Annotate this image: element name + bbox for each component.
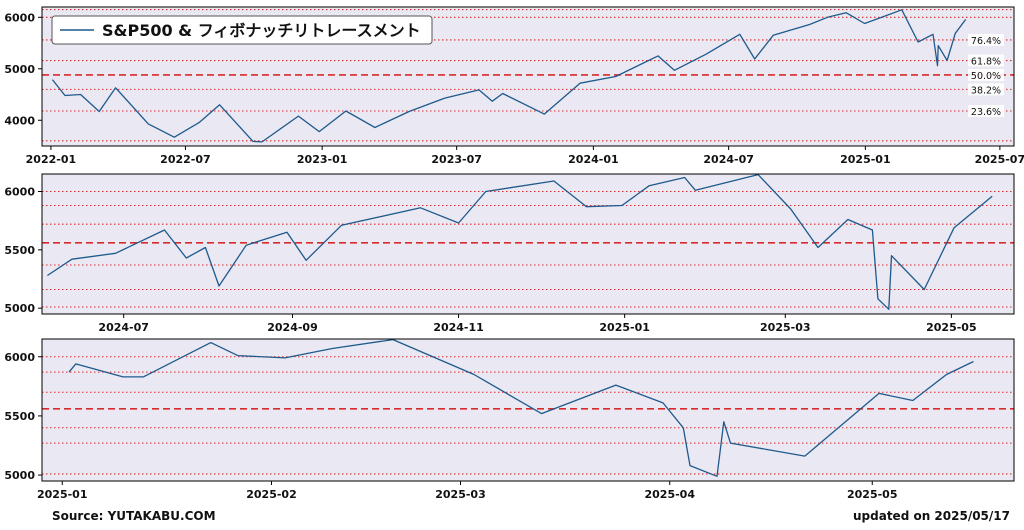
x-tick-label: 2022-01: [26, 153, 77, 166]
fib-label: 50.0%: [971, 71, 1001, 82]
chart-panel-2: 5000 5500 6000 2024-07 2024-09 2024-11 2025-01…: [4, 173, 1015, 334]
y-tick-label: 6000: [4, 186, 35, 199]
x-tick-label: 2025-01: [599, 321, 650, 334]
x-tick-label: 2025-05: [847, 488, 898, 501]
plot-area: [42, 339, 1014, 481]
x-tick-label: 2025-01: [37, 488, 88, 501]
fib-label-bg: [968, 54, 1004, 67]
y-tick-label: 5500: [4, 244, 35, 257]
x-tick-label: 2025-05: [926, 321, 977, 334]
fib-label-bg: [968, 68, 1004, 81]
chart-panel-1: 4000 5000 6000 2022-01 2022-07 2023-01 2023-07…: [4, 6, 1024, 166]
fib-label-bg: [968, 104, 1004, 117]
x-tick-label: 2024-07: [703, 153, 754, 166]
x-tick-label: 2024-01: [568, 153, 619, 166]
fib-label-bg: [968, 83, 1004, 96]
y-tick-label: 6000: [4, 11, 35, 24]
plot-frame: [41, 173, 1015, 315]
y-tick-label: 5500: [4, 410, 35, 423]
plot-area: [42, 174, 1014, 314]
x-tick-label: 2023-01: [297, 153, 348, 166]
x-tick-label: 2025-03: [760, 321, 811, 334]
fib-label: 23.6%: [971, 107, 1001, 118]
source-note: Source: YUTAKABU.COM: [52, 509, 216, 523]
y-tick-label: 5000: [4, 302, 35, 315]
legend-label: S&P500 & フィボナッチリトレースメント: [102, 21, 421, 40]
legend: S&P500 & フィボナッチリトレースメント: [51, 15, 433, 45]
plot-frame: [41, 6, 1015, 147]
x-tick-label: 2024-09: [267, 321, 318, 334]
series-line: [47, 173, 993, 310]
x-tick-label: 2023-07: [431, 153, 482, 166]
x-tick-label: 2025-02: [246, 488, 297, 501]
x-tick-label: 2024-07: [98, 321, 149, 334]
series-line: [51, 9, 967, 143]
x-tick-label: 2025-04: [645, 488, 696, 501]
x-tick-label: 2025-07: [975, 153, 1024, 166]
updated-note: updated on 2025/05/17: [853, 509, 1010, 523]
y-tick-label: 6000: [4, 351, 35, 364]
plot-frame: [41, 338, 1015, 482]
fib-label: 76.4%: [971, 36, 1001, 47]
legend-box: [51, 15, 433, 45]
y-tick-label: 5000: [4, 469, 35, 482]
x-tick-label: 2025-03: [435, 488, 486, 501]
chart-svg: 4000 5000 6000 2022-01 2022-07 2023-01 2023-07…: [4, 6, 1024, 501]
fib-label-bg: [968, 33, 1004, 46]
x-tick-label: 2025-01: [840, 153, 891, 166]
fib-label: 61.8%: [971, 57, 1001, 68]
x-tick-label: 2024-11: [433, 321, 484, 334]
fib-label: 38.2%: [971, 85, 1001, 96]
chart-panel-3: 5000 5500 6000 2025-01 2025-02 2025-03 2025-04…: [4, 338, 1015, 501]
x-tick-label: 2022-07: [160, 153, 211, 166]
series-line: [68, 338, 974, 477]
y-tick-label: 5000: [4, 63, 35, 76]
y-tick-label: 4000: [4, 114, 35, 127]
